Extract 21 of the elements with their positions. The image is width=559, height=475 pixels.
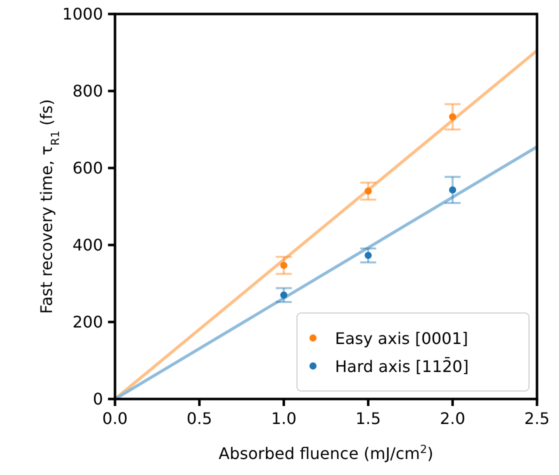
y-tick-label: 600 bbox=[72, 158, 103, 178]
y-tick-label: 400 bbox=[72, 236, 103, 255]
point bbox=[364, 252, 372, 259]
point bbox=[280, 262, 288, 269]
legend-label: Hard axis [112̄0] bbox=[335, 357, 469, 376]
x-axis-title: Absorbed fluence (mJ/cm$^{2}$) bbox=[218, 442, 434, 463]
y-tick-label: 800 bbox=[72, 82, 103, 101]
y-tick-label: 200 bbox=[72, 312, 103, 332]
x-tick-label: 1.0 bbox=[271, 409, 297, 428]
point bbox=[364, 188, 372, 195]
x-tick-label: 0.0 bbox=[102, 409, 128, 428]
x-tick-label: 2.0 bbox=[440, 409, 466, 428]
x-tick-label: 0.5 bbox=[186, 409, 212, 428]
point bbox=[449, 113, 456, 120]
point bbox=[449, 186, 456, 194]
legend-label: Easy axis [0001] bbox=[335, 329, 468, 348]
y-tick-label: 0 bbox=[92, 390, 103, 409]
x-tick-label: 2.5 bbox=[524, 409, 550, 428]
point bbox=[280, 291, 288, 299]
x-tick-label: 1.5 bbox=[355, 409, 381, 428]
y-tick-label: 1000 bbox=[62, 4, 103, 24]
